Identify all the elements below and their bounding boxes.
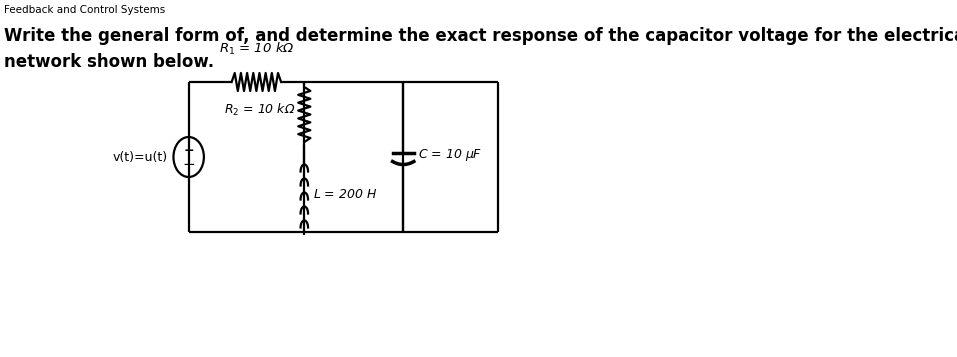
Text: network shown below.: network shown below. bbox=[4, 53, 214, 71]
Text: Write the general form of, and determine the exact response of the capacitor vol: Write the general form of, and determine… bbox=[4, 27, 957, 45]
Text: $R_1$ = 10 kΩ: $R_1$ = 10 kΩ bbox=[218, 41, 294, 57]
Text: $L$ = 200 H: $L$ = 200 H bbox=[314, 188, 378, 201]
Text: v(t)=u(t): v(t)=u(t) bbox=[112, 151, 167, 164]
Text: Feedback and Control Systems: Feedback and Control Systems bbox=[4, 5, 165, 15]
Text: $C$ = 10 μF: $C$ = 10 μF bbox=[418, 147, 482, 163]
Text: $R_2$ = 10 kΩ: $R_2$ = 10 kΩ bbox=[224, 101, 295, 117]
Text: −: − bbox=[182, 156, 195, 171]
Text: +: + bbox=[184, 144, 194, 156]
